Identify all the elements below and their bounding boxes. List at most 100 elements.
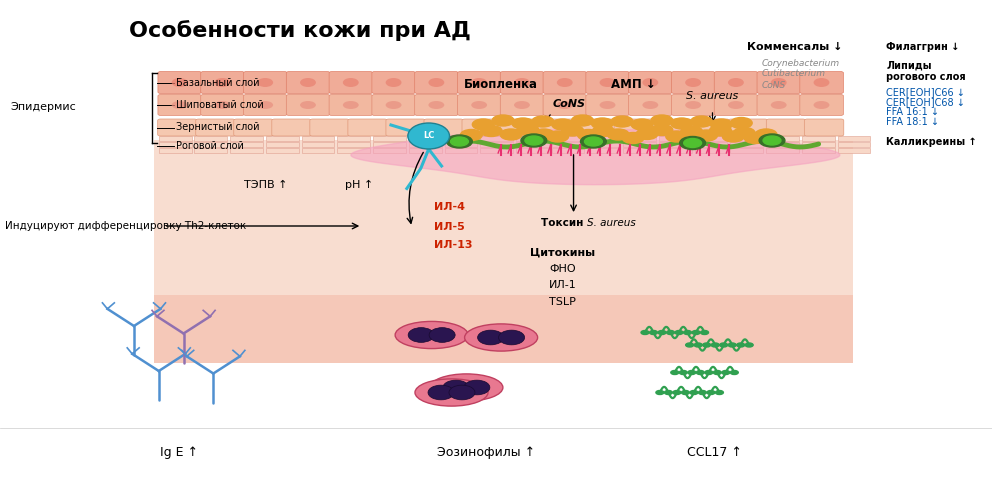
Bar: [766, 142, 799, 147]
Ellipse shape: [642, 78, 658, 87]
FancyBboxPatch shape: [614, 119, 654, 136]
Text: Corynebacterium: Corynebacterium: [762, 58, 840, 68]
Bar: [194, 142, 227, 147]
Circle shape: [622, 132, 644, 143]
Ellipse shape: [257, 78, 273, 87]
Bar: [373, 148, 406, 153]
Bar: [159, 142, 192, 147]
Circle shape: [658, 330, 666, 334]
Ellipse shape: [386, 101, 402, 109]
Ellipse shape: [300, 78, 316, 87]
Circle shape: [636, 128, 658, 140]
Circle shape: [673, 390, 681, 394]
Bar: [766, 148, 799, 153]
FancyBboxPatch shape: [457, 94, 501, 116]
Bar: [159, 148, 192, 153]
Circle shape: [667, 330, 674, 334]
Bar: [552, 136, 584, 141]
FancyBboxPatch shape: [372, 72, 416, 94]
Bar: [802, 148, 835, 153]
FancyBboxPatch shape: [158, 94, 202, 116]
Text: LC: LC: [423, 132, 434, 140]
FancyBboxPatch shape: [543, 72, 587, 94]
FancyBboxPatch shape: [757, 94, 801, 116]
Text: CoNS: CoNS: [762, 80, 786, 90]
Ellipse shape: [443, 380, 469, 395]
Bar: [802, 136, 835, 141]
FancyBboxPatch shape: [629, 94, 672, 116]
Text: ФНО: ФНО: [549, 264, 576, 274]
Circle shape: [631, 119, 653, 130]
Bar: [695, 136, 727, 141]
Text: Цитокины: Цитокины: [530, 248, 595, 258]
FancyBboxPatch shape: [158, 72, 202, 94]
Bar: [230, 136, 263, 141]
Bar: [337, 136, 370, 141]
Circle shape: [694, 343, 702, 347]
Ellipse shape: [600, 101, 615, 109]
Bar: [154, 295, 853, 362]
Text: ИЛ-13: ИЛ-13: [434, 240, 472, 250]
Ellipse shape: [386, 78, 402, 87]
Bar: [445, 136, 477, 141]
Bar: [730, 136, 763, 141]
Circle shape: [533, 129, 555, 140]
FancyBboxPatch shape: [201, 72, 244, 94]
Bar: [766, 136, 799, 141]
Text: Ig E ↑: Ig E ↑: [160, 446, 198, 459]
Circle shape: [480, 126, 502, 136]
FancyBboxPatch shape: [329, 72, 373, 94]
Circle shape: [696, 130, 717, 141]
FancyBboxPatch shape: [586, 94, 629, 116]
Circle shape: [664, 390, 672, 394]
Circle shape: [709, 125, 731, 136]
Bar: [230, 142, 263, 147]
Text: Биопленка: Биопленка: [464, 78, 538, 92]
Circle shape: [451, 137, 468, 146]
Bar: [587, 136, 620, 141]
Ellipse shape: [514, 78, 530, 87]
Bar: [194, 136, 227, 141]
Bar: [409, 148, 442, 153]
Circle shape: [671, 370, 679, 374]
Circle shape: [755, 129, 777, 140]
Bar: [623, 142, 656, 147]
Circle shape: [698, 390, 706, 394]
Bar: [480, 142, 513, 147]
Ellipse shape: [415, 379, 488, 406]
Bar: [552, 148, 584, 153]
FancyBboxPatch shape: [714, 94, 758, 116]
Text: FFA 16:1 ↓: FFA 16:1 ↓: [886, 107, 939, 117]
Text: CoNS: CoNS: [553, 99, 586, 109]
Bar: [516, 148, 549, 153]
Bar: [266, 136, 299, 141]
Circle shape: [500, 129, 522, 140]
Text: CER[EOH]C66 ↓: CER[EOH]C66 ↓: [886, 87, 965, 97]
Circle shape: [686, 343, 694, 347]
FancyBboxPatch shape: [386, 119, 425, 136]
Circle shape: [684, 330, 691, 334]
Circle shape: [763, 136, 781, 145]
Ellipse shape: [214, 101, 230, 109]
Ellipse shape: [300, 101, 316, 109]
Ellipse shape: [430, 374, 503, 401]
Ellipse shape: [471, 101, 487, 109]
Circle shape: [691, 116, 712, 127]
Circle shape: [517, 124, 539, 136]
Bar: [516, 142, 549, 147]
FancyBboxPatch shape: [757, 72, 801, 94]
FancyBboxPatch shape: [671, 72, 715, 94]
Circle shape: [744, 132, 766, 143]
Bar: [445, 148, 477, 153]
FancyBboxPatch shape: [272, 119, 311, 136]
Circle shape: [696, 370, 704, 374]
FancyBboxPatch shape: [348, 119, 387, 136]
FancyBboxPatch shape: [586, 72, 629, 94]
Ellipse shape: [557, 78, 573, 87]
Circle shape: [572, 115, 593, 126]
Ellipse shape: [514, 101, 530, 109]
FancyBboxPatch shape: [500, 72, 544, 94]
Text: Комменсалы ↓: Комменсалы ↓: [747, 42, 843, 52]
Ellipse shape: [257, 101, 273, 109]
Bar: [266, 148, 299, 153]
